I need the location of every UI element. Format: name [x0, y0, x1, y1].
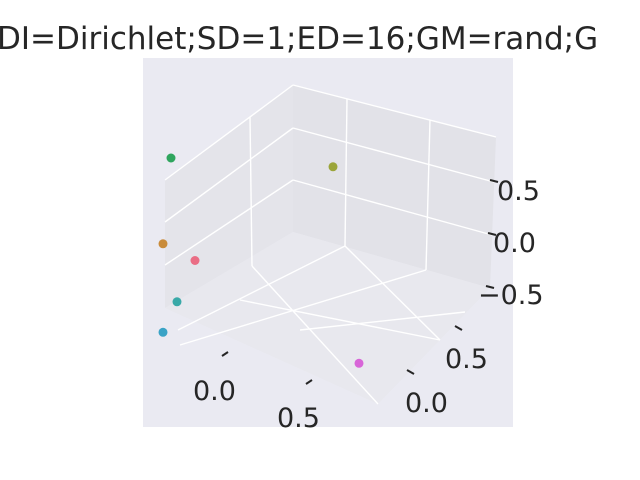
gridline-floor-1 — [251, 265, 379, 405]
tick-marks — [221, 179, 499, 385]
gridline-floor-3 — [179, 269, 427, 346]
scatter-point-2 — [328, 162, 338, 172]
y-tick-mark-2 — [406, 369, 415, 375]
gridline-right-z-2 — [292, 179, 493, 236]
z-tick-mark-top — [489, 179, 499, 183]
x-tick-mark-1 — [221, 351, 229, 357]
z-tick-label: 0.0 — [493, 228, 536, 259]
scatter-points — [158, 153, 364, 368]
gridline-right-z-top — [292, 84, 497, 138]
gridline-floor-2 — [344, 245, 441, 341]
gridline-left-z-1 — [164, 127, 294, 223]
gridline-right-vert-1 — [344, 98, 348, 247]
z-tick-label: −0.5 — [478, 280, 544, 311]
x-tick-label: 0.5 — [277, 403, 320, 434]
y-tick-label: 0.5 — [445, 344, 488, 375]
scatter-point-3 — [158, 239, 168, 249]
x-tick-label: 0.0 — [193, 376, 236, 407]
z-tick-mark-mid — [487, 232, 497, 236]
scatter-point-4 — [190, 256, 200, 265]
back-left-pane — [165, 85, 293, 308]
gridlines — [164, 84, 497, 405]
gridline-right-vert-2 — [425, 119, 431, 271]
y-tick-mark-1 — [454, 325, 463, 331]
gridline-left-z-top — [164, 84, 294, 181]
gridline-right-z-1 — [292, 127, 495, 183]
back-right-pane — [293, 85, 496, 288]
gridline-left-vert — [249, 116, 253, 267]
gridline-floor-6 — [299, 311, 466, 331]
gridline-floor-4 — [177, 245, 346, 331]
scatter-point-7 — [354, 358, 364, 368]
gridline-left-z-2 — [164, 179, 294, 266]
tick-labels: 0.5 0.0 −0.5 0.5 0.0 0.0 0.5 — [193, 176, 544, 434]
scatter-point-6 — [158, 327, 168, 337]
z-tick-label: 0.5 — [497, 176, 540, 207]
scatter-point-5 — [172, 297, 182, 307]
z-tick-mark-bottom — [485, 285, 495, 289]
y-tick-label: 0.0 — [405, 388, 448, 419]
gridline-floor-5 — [239, 299, 441, 341]
x-tick-mark-2 — [305, 379, 313, 385]
chart-title: DI=Dirichlet;SD=1;ED=16;GM=rand;G — [0, 21, 598, 57]
scatter-point-1 — [166, 153, 176, 163]
